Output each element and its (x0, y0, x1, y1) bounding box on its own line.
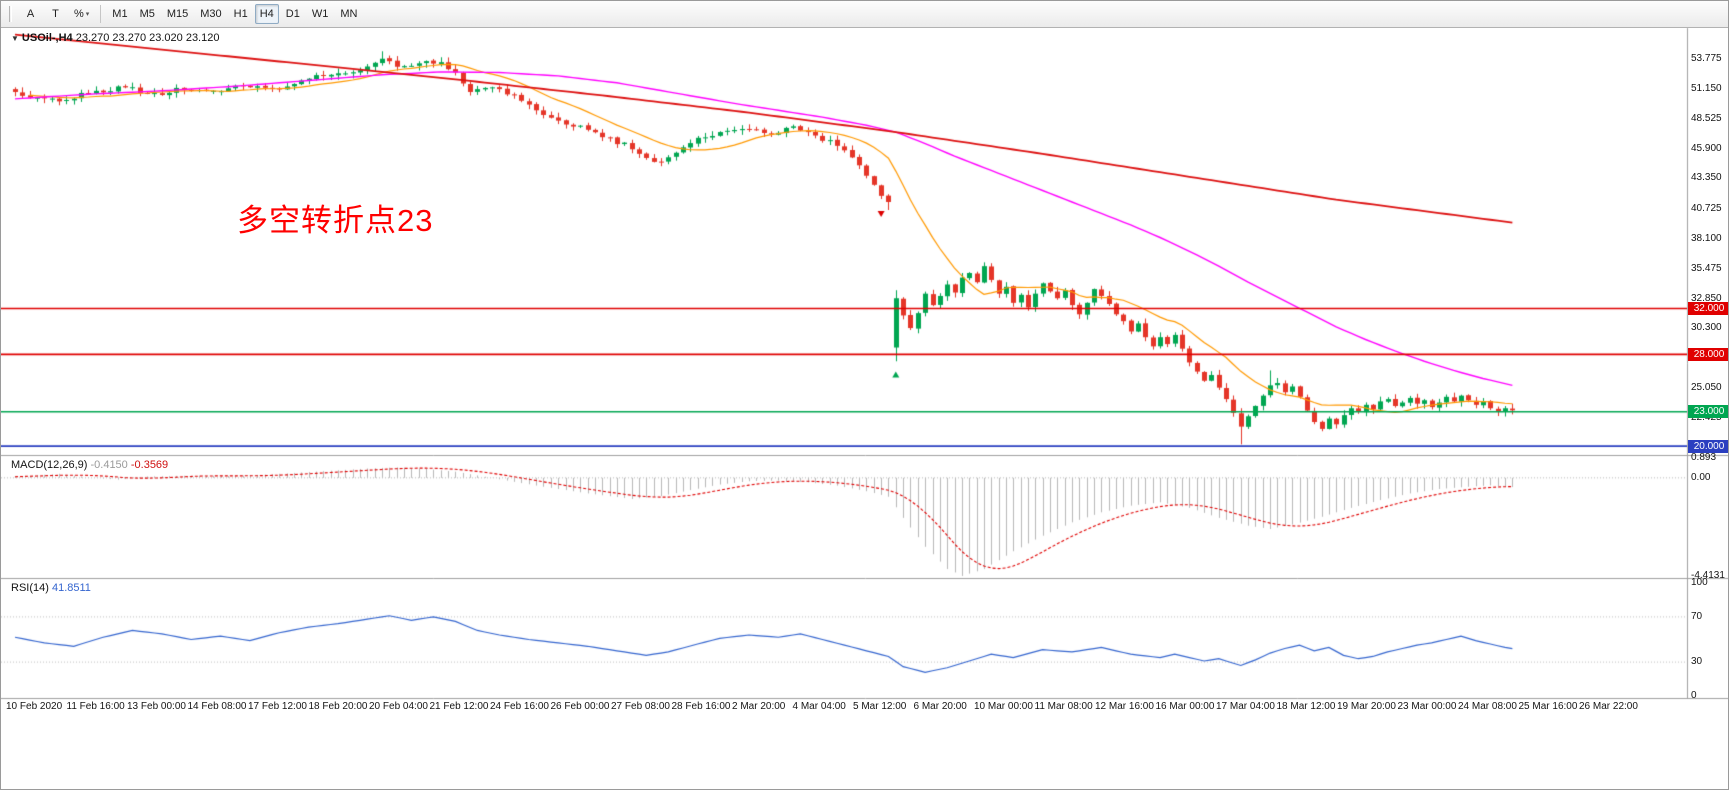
rsi-scale-tick: 100 (1691, 577, 1708, 588)
timeframe-h4-button[interactable]: H4 (254, 4, 279, 24)
time-axis-label: 19 Mar 20:00 (1337, 701, 1396, 712)
time-axis-label: 17 Feb 12:00 (248, 701, 307, 712)
time-axis-label: 11 Feb 16:00 (66, 701, 125, 712)
time-axis-label: 10 Feb 2020 (6, 701, 63, 712)
price-level-badge-23.000: 23.000 (1688, 405, 1728, 419)
rsi-panel-splitter[interactable] (1, 576, 1684, 581)
timeframe-h1-button[interactable]: H1 (233, 8, 248, 20)
time-axis-label: 24 Feb 16:00 (490, 701, 549, 712)
timeframe-m1-button[interactable]: M1 (112, 8, 128, 20)
time-axis-label: 18 Feb 20:00 (308, 701, 368, 712)
time-axis-label: 2 Mar 20:00 (732, 701, 786, 712)
line-studies-tool-button[interactable]: % ▾ (74, 8, 90, 20)
rsi-scale-tick: 30 (1691, 656, 1703, 668)
time-axis-label: 26 Feb 00:00 (550, 701, 610, 712)
time-axis-label: 25 Mar 16:00 (1518, 701, 1578, 712)
macd-scale-tick: 0.893 (1691, 452, 1717, 463)
time-axis-label: 14 Feb 08:00 (187, 701, 247, 712)
price-tick: 45.900 (1691, 143, 1722, 155)
chart-title: ▼ USOil-,H4 23.270 23.270 23.020 23.120 (11, 32, 219, 44)
price-tick: 38.100 (1691, 232, 1722, 244)
symbol-timeframe: USOil-,H4 (21, 32, 73, 44)
toolbar-separator (100, 5, 102, 23)
time-axis-label: 17 Mar 04:00 (1216, 701, 1275, 712)
one-click-trading-toggle-icon[interactable]: ▼ (11, 34, 19, 43)
time-axis-label: 23 Mar 00:00 (1397, 701, 1457, 712)
time-axis-label: 4 Mar 04:00 (792, 701, 846, 712)
macd-scale-tick: -4.4131 (1691, 570, 1725, 581)
rsi-label: RSI(14) 41.8511 (11, 582, 91, 594)
price-tick: 35.475 (1691, 262, 1722, 274)
chart-text-annotation: 多空转折点23 (237, 203, 434, 238)
macd-label: MACD(12,26,9) -0.4150 -0.3569 (11, 459, 168, 471)
timeframe-m5-button[interactable]: M5 (139, 8, 155, 20)
macd-panel-splitter[interactable] (1, 453, 1684, 458)
price-tick: 43.350 (1691, 172, 1722, 184)
time-axis-label: 21 Feb 12:00 (429, 701, 489, 712)
price-tick: 32.850 (1691, 292, 1722, 304)
timeframe-d1-button[interactable]: D1 (285, 8, 300, 20)
rsi-scale-tick: 0 (1691, 690, 1697, 701)
dropdown-caret-icon[interactable]: ▾ (85, 11, 90, 18)
macd-name: MACD(12,26,9) (11, 459, 88, 471)
macd-main-value: -0.4150 (90, 459, 128, 471)
text-tool-button[interactable]: T (52, 8, 59, 20)
timeframe-m30-button[interactable]: M30 (200, 8, 222, 20)
time-axis-label: 18 Mar 12:00 (1276, 701, 1336, 712)
macd-scale-tick: 0.00 (1691, 471, 1711, 483)
time-axis-label: 24 Mar 08:00 (1458, 701, 1517, 712)
time-axis-label: 16 Mar 00:00 (1155, 701, 1215, 712)
price-tick: 53.775 (1691, 53, 1722, 65)
time-axis-label: 20 Feb 04:00 (369, 701, 428, 712)
timeframes-group: M1 M5 M15 M30 H1 H4 D1 W1 MN (107, 4, 362, 24)
time-axis-label: 13 Feb 00:00 (127, 701, 186, 712)
time-axis-label: 10 Mar 00:00 (974, 701, 1033, 712)
text-annotation-tool-button[interactable]: A (26, 8, 35, 20)
time-axis-label: 26 Mar 22:00 (1579, 701, 1638, 712)
price-tick: 48.525 (1691, 113, 1722, 125)
price-tick: 40.725 (1691, 202, 1722, 214)
timeframe-w1-button[interactable]: W1 (311, 8, 329, 20)
macd-signal-value: -0.3569 (130, 459, 169, 471)
time-axis-label: 6 Mar 20:00 (913, 701, 967, 712)
time-axis-label: 5 Mar 12:00 (853, 701, 907, 712)
price-level-badge-32.000: 32.000 (1688, 302, 1728, 316)
toolbar: A T % ▾ M1 M5 M15 M30 H1 H4 D1 W1 MN (1, 1, 1728, 28)
rsi-scale-tick: 70 (1691, 610, 1703, 622)
time-axis-label: 12 Mar 16:00 (1095, 701, 1154, 712)
ohlc-values: 23.270 23.270 23.020 23.120 (75, 32, 220, 44)
rsi-name: RSI(14) (11, 582, 49, 594)
toolbar-drag-handle[interactable] (9, 6, 12, 22)
time-axis-label: 11 Mar 08:00 (1034, 701, 1093, 712)
price-level-badge-28.000: 28.000 (1688, 347, 1728, 361)
timeframe-mn-button[interactable]: MN (340, 8, 358, 20)
rsi-value: 41.8511 (51, 582, 91, 594)
price-tick: 51.150 (1691, 83, 1722, 95)
timeframe-m15-button[interactable]: M15 (166, 8, 189, 20)
price-tick: 30.300 (1691, 322, 1722, 334)
tools-group: A T % ▾ (19, 4, 94, 24)
price-tick: 25.050 (1691, 382, 1722, 394)
time-axis-label: 28 Feb 16:00 (671, 701, 731, 712)
time-axis-label: 27 Feb 08:00 (611, 701, 670, 712)
price-level-badge-20.000: 20.000 (1688, 439, 1728, 453)
